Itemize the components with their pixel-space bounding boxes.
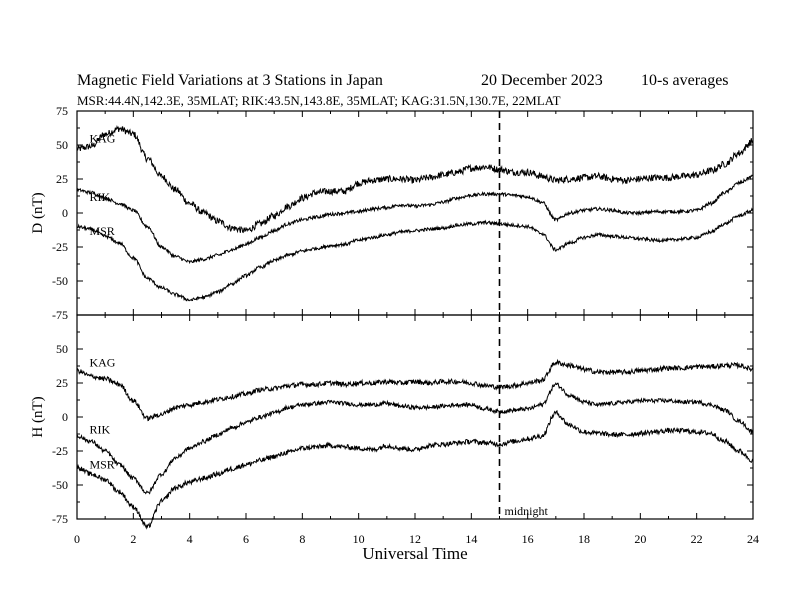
chart-date: 20 December 2023 [481,72,603,89]
x-tick-label: 24 [747,532,759,546]
series-rik-line [77,174,754,265]
y-tick-label: -50 [52,478,68,492]
series-msr-line [77,409,754,530]
series-kag-line [77,358,754,422]
y-tick-label: -25 [52,240,68,254]
series-label-msr: MSR [89,458,114,472]
y-tick-label: 50 [56,138,68,152]
x-tick-label: 0 [74,532,80,546]
y-tick-label: 50 [56,342,68,356]
y-axis-label: D (nT) [30,192,46,233]
x-tick-label: 20 [634,532,646,546]
y-tick-label: 0 [62,206,68,220]
y-tick-label: 25 [56,376,68,390]
y-tick-label: 0 [62,410,68,424]
series-rik-line [77,382,754,495]
plot-frame [76,110,754,316]
y-tick-label: -50 [52,274,68,288]
x-tick-label: 16 [522,532,534,546]
x-axis-label: Universal Time [362,544,467,563]
x-tick-label: 14 [465,532,477,546]
x-tick-label: 4 [187,532,193,546]
x-tick-label: 2 [130,532,136,546]
x-tick-label: 6 [243,532,249,546]
chart-title: Magnetic Field Variations at 3 Stations … [77,72,383,89]
y-tick-label: 75 [56,104,68,118]
series-label-msr: MSR [89,224,114,238]
series-label-rik: RIK [89,190,110,204]
station-info: MSR:44.4N,142.3E, 35MLAT; RIK:43.5N,143.… [77,93,561,108]
y-tick-label: 25 [56,172,68,186]
y-tick-label: -25 [52,444,68,458]
series-label-kag: KAG [89,356,115,370]
series-label-rik: RIK [89,422,110,436]
x-tick-label: 10 [353,532,365,546]
averaging-label: 10-s averages [641,72,729,89]
y-tick-label: -75 [52,308,68,322]
d-component-panel: -75 -50 -25 0 25 50 75 D (nT) KAG RIK MSR [30,104,754,322]
y-tick-label: -75 [52,512,68,526]
y-axis-label: H (nT) [30,396,46,437]
x-tick-label: 22 [691,532,703,546]
x-tick-label: 8 [299,532,305,546]
series-msr-line [77,207,754,302]
x-tick-label: 12 [409,532,421,546]
series-kag-line [77,125,754,234]
series-label-kag: KAG [89,131,115,145]
x-tick-label: 18 [578,532,590,546]
midnight-label: midnight [505,504,549,518]
